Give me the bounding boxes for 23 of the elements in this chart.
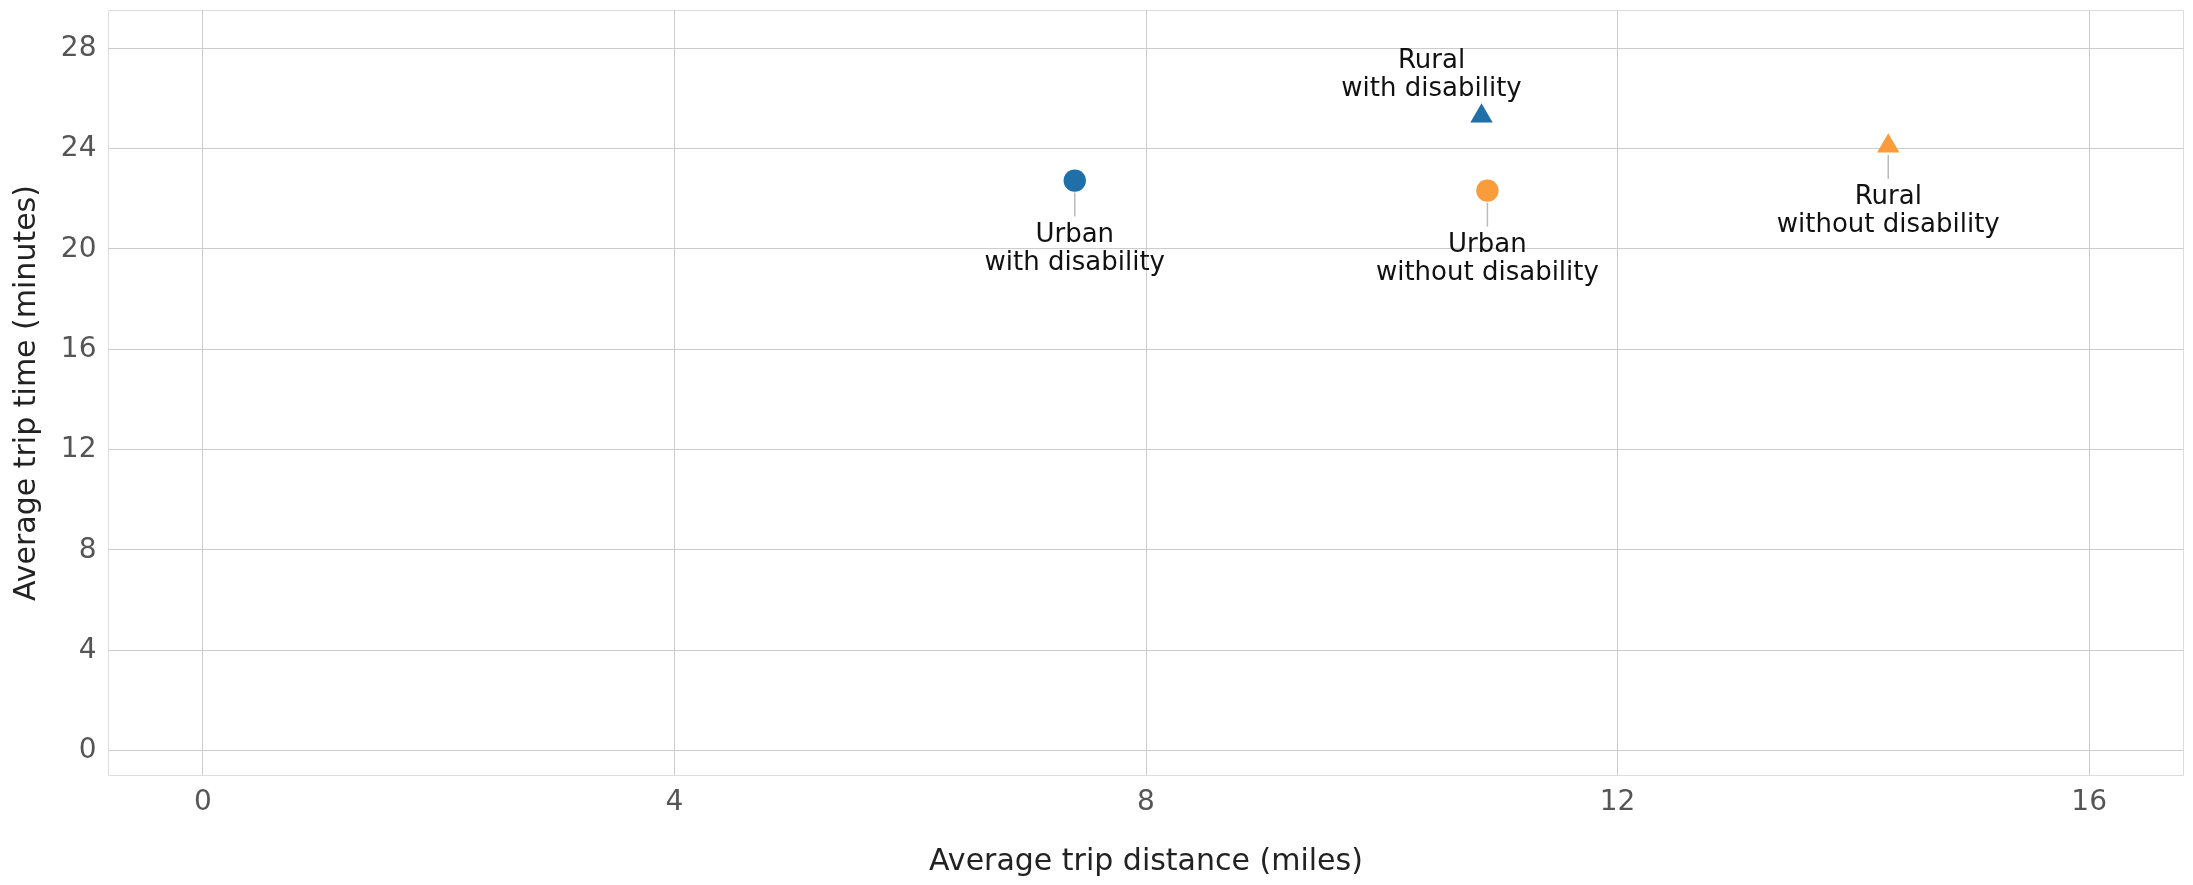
x-axis-title: Average trip distance (miles) xyxy=(929,841,1363,877)
text: Urban with disability xyxy=(984,217,1165,276)
x-tick-label: 4 xyxy=(665,783,684,817)
y-tick-label: 4 xyxy=(78,632,97,666)
x-tick-label: 16 xyxy=(2071,783,2107,817)
y-axis-title: Average trip time (minutes) xyxy=(6,185,42,601)
point xyxy=(1877,133,1900,153)
x-tick-label: 8 xyxy=(1137,783,1155,817)
point xyxy=(1470,103,1493,123)
text: Urban without disability xyxy=(1375,227,1599,286)
y-tick-label: 12 xyxy=(60,431,97,465)
text: Rural without disability xyxy=(1776,179,2000,238)
y-tick-label: 0 xyxy=(78,732,97,766)
y-tick-label: 24 xyxy=(60,130,97,164)
x-tick-label: 12 xyxy=(1599,783,1636,817)
point xyxy=(1476,179,1499,202)
y-tick-label: 16 xyxy=(60,331,97,365)
x-tick-label: 0 xyxy=(193,783,212,817)
y-tick-label: 20 xyxy=(60,230,97,264)
point xyxy=(1063,169,1086,192)
series-label: Rural with disability xyxy=(1341,43,1522,102)
y-tick-label: 8 xyxy=(78,531,97,565)
y-tick-label: 28 xyxy=(60,30,97,64)
